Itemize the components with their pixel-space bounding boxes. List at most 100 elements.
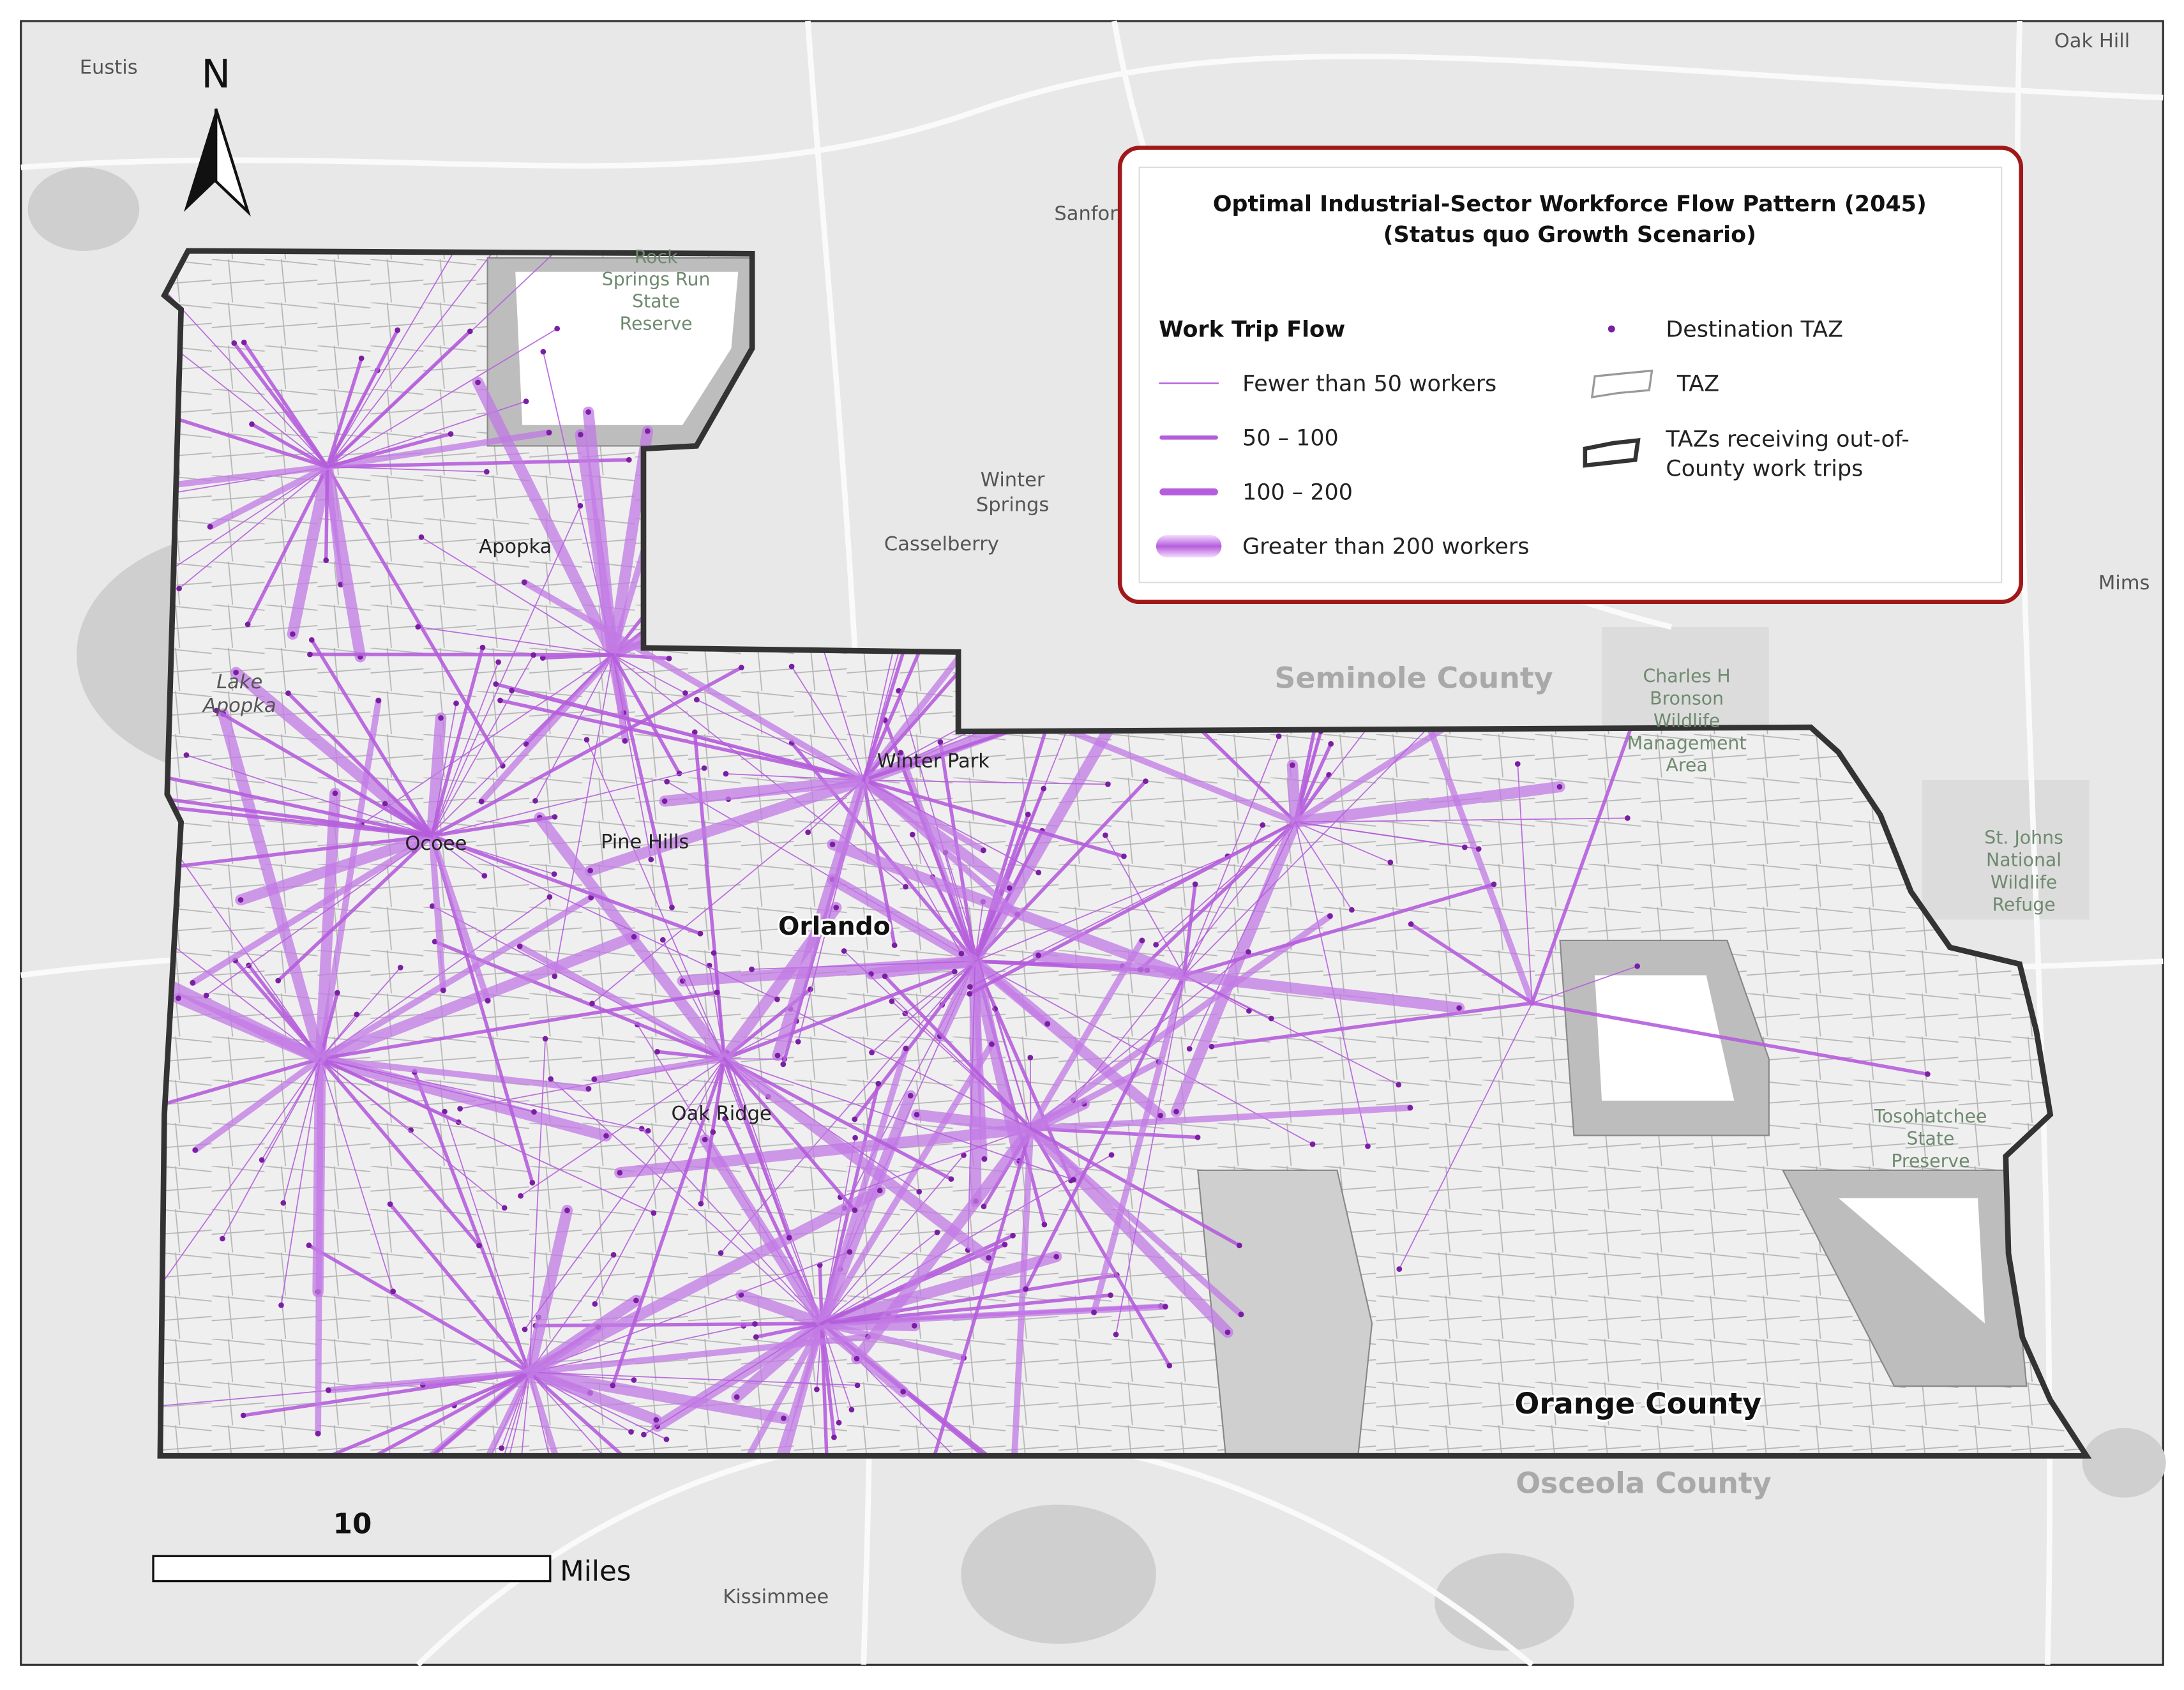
destination-dot: [516, 943, 523, 949]
flow-line: [526, 1369, 587, 1456]
receiving-taz: [1197, 1169, 1373, 1456]
legend-label: TAZs receiving out-of-: [1665, 427, 1909, 453]
flow-line: [1210, 1001, 1534, 1048]
destination-dot: [1365, 1143, 1371, 1149]
flow-line: [431, 835, 485, 877]
flow-line: [417, 626, 614, 656]
flow-line: [319, 1057, 481, 1248]
destination-dot: [911, 1323, 917, 1329]
flow-line: [883, 974, 1033, 1131]
park-area: [1922, 780, 2090, 920]
destination-dot: [622, 737, 628, 744]
destination-dot: [989, 1041, 995, 1047]
flow-line: [430, 815, 557, 838]
flow-line: [818, 1045, 909, 1327]
destination-dot: [1053, 1253, 1060, 1260]
flow-line: [307, 1243, 531, 1375]
city-label: Pine Hills: [601, 831, 689, 854]
destination-dot: [440, 987, 446, 993]
receiving-taz-inner: [1595, 975, 1735, 1101]
flow-line: [207, 464, 331, 530]
flow-line: [554, 654, 614, 977]
flow-line: [1532, 965, 1638, 1004]
flow-line: [282, 1058, 321, 1204]
destination-dot: [551, 871, 557, 877]
flow-line: [772, 774, 870, 1061]
flow-line: [816, 1318, 921, 1332]
destination-dot: [397, 965, 403, 970]
destination-dot: [711, 950, 717, 956]
flow-line: [233, 958, 322, 1061]
flow-line: [967, 820, 1297, 996]
flow-line: [319, 896, 550, 1060]
flow-line: [469, 1371, 530, 1456]
destination-dot: [1475, 846, 1482, 852]
destination-dot: [907, 1092, 914, 1099]
flow-line: [324, 429, 552, 471]
flow-line: [431, 835, 555, 875]
flow-line: [1182, 882, 1197, 977]
flow-line: [791, 666, 864, 781]
destination-dot: [481, 873, 488, 879]
destination-dot: [495, 659, 501, 665]
flow-line: [1295, 821, 1353, 911]
flow-line: [478, 651, 616, 805]
flow-line: [190, 833, 435, 986]
destination-dot: [934, 1229, 940, 1235]
destination-dot: [532, 797, 538, 804]
legend-dot: [1608, 325, 1615, 333]
destination-dot: [418, 534, 425, 540]
flows: [160, 250, 1931, 1456]
flow-line: [430, 834, 702, 935]
flow-line: [319, 1058, 506, 1209]
flow-line: [435, 1369, 532, 1456]
lake: [27, 167, 140, 251]
destination-dot: [176, 995, 181, 1001]
flow-line: [662, 939, 725, 1060]
road: [20, 54, 2164, 170]
destination-dot: [981, 1203, 987, 1210]
destination-dot: [522, 1326, 528, 1332]
destination-dot: [592, 1301, 598, 1307]
destination-dot: [1113, 1331, 1119, 1338]
flow-line: [176, 852, 321, 1060]
destination-dot: [1387, 859, 1394, 866]
destination-dot: [698, 1200, 704, 1207]
destination-dot: [854, 1382, 861, 1389]
destination-dot: [628, 1429, 634, 1435]
flow-line: [317, 894, 594, 1062]
destination-dot: [836, 1419, 842, 1426]
destination-dot: [909, 831, 915, 838]
flow-line: [186, 754, 433, 837]
destination-dot: [249, 421, 255, 427]
park-label: Preserve: [1891, 1151, 1969, 1172]
destination-dot: [285, 690, 291, 697]
flow-line: [534, 1322, 824, 1328]
place-label: Sanford: [1054, 203, 1129, 225]
destination-dot: [1556, 783, 1563, 790]
destination-dot: [531, 1109, 537, 1115]
destination-dot: [1103, 832, 1108, 838]
park-label: State: [632, 291, 680, 312]
flow-line: [1409, 922, 1534, 1005]
destination-dot: [752, 1321, 758, 1327]
destination-dot: [644, 428, 651, 434]
flow-line: [820, 1273, 1119, 1325]
flow-line: [862, 780, 1039, 873]
destination-dot: [774, 996, 780, 1002]
destination-dot: [1192, 881, 1198, 887]
destination-dot: [1006, 885, 1013, 891]
flow-line: [523, 1366, 790, 1424]
destination-dot: [335, 990, 340, 996]
scale-distance: 10: [333, 1508, 372, 1540]
lake-label: Lake: [216, 671, 262, 693]
flow-line: [319, 1058, 535, 1113]
north-label: N: [201, 52, 230, 97]
flow-line: [945, 852, 1032, 1129]
destination-dot: [203, 992, 209, 999]
destination-dot: [664, 778, 670, 785]
destination-dot: [829, 841, 836, 847]
place-label: Mims: [2098, 572, 2150, 594]
destination-dot: [290, 631, 296, 637]
destination-dot: [718, 1250, 724, 1256]
